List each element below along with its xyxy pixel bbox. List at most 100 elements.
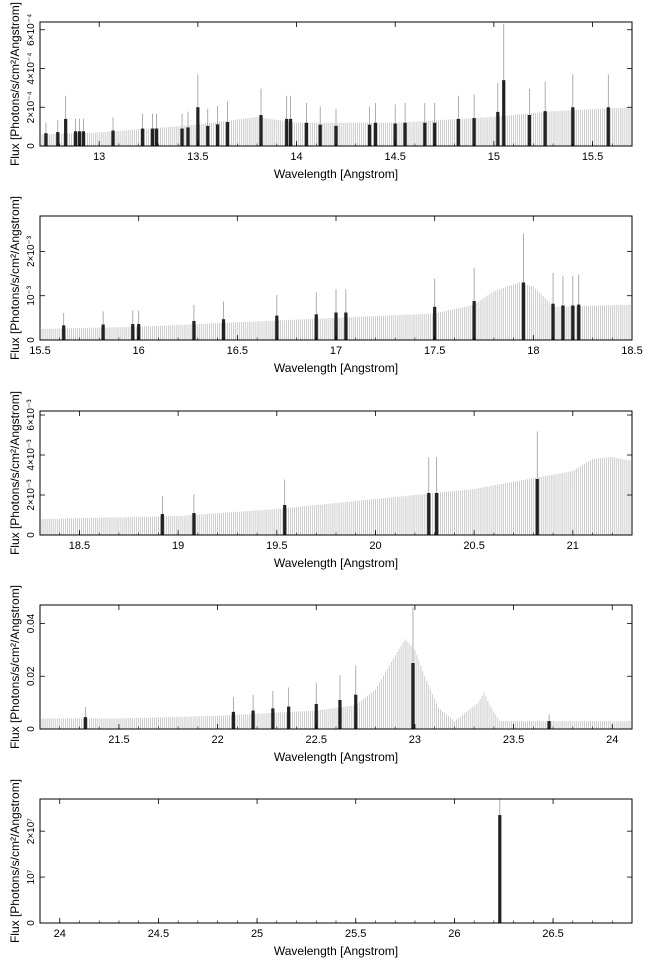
- emission-line-18: [285, 118, 289, 146]
- panel-frame: [39, 798, 633, 924]
- x-tick-label: 13: [93, 151, 105, 163]
- x-tick-label: 17: [330, 345, 342, 357]
- emission-line-21: [318, 124, 322, 146]
- emission-line-6: [314, 703, 318, 729]
- x-tick-label: 19: [172, 540, 184, 552]
- emission-line-1: [83, 717, 87, 729]
- x-tick-label: 17.5: [424, 345, 445, 357]
- x-tick-label: 15.5: [582, 151, 603, 163]
- emission-line-5: [77, 131, 82, 146]
- x-tick-label: 23: [409, 734, 421, 746]
- emission-line-1: [160, 514, 164, 535]
- y-axis-label: Flux [Photons/s/cm²/Angstrom]: [8, 585, 22, 749]
- emission-line-12: [186, 127, 190, 146]
- emission-line-2: [101, 324, 105, 340]
- spectrum-group: [498, 799, 502, 923]
- emission-line-4: [137, 324, 141, 340]
- x-tick-label: 20: [369, 540, 381, 552]
- emission-line-17: [259, 115, 263, 146]
- emission-line-2: [192, 513, 196, 535]
- emission-line-3: [283, 505, 287, 535]
- emission-line-9: [150, 128, 155, 146]
- y-tick-label: 0: [26, 726, 37, 732]
- emission-line-20: [304, 122, 308, 146]
- y-tick-label: 0: [26, 920, 37, 926]
- x-axis-label: Wavelength [Angstrom]: [274, 556, 398, 570]
- emission-line-11: [433, 306, 437, 340]
- spectrum-group: [40, 606, 631, 729]
- emission-line-32: [502, 80, 506, 146]
- x-tick-label: 18.5: [621, 345, 642, 357]
- x-axis-label: Wavelength [Angstrom]: [274, 167, 398, 181]
- y-axis-label: Flux [Photons/s/cm²/Angstrom]: [8, 2, 22, 166]
- emission-line-4: [73, 131, 78, 146]
- x-tick-label: 25: [251, 928, 263, 940]
- emission-line-14: [206, 125, 210, 146]
- emission-line-16: [571, 305, 575, 340]
- emission-line-3: [64, 118, 68, 146]
- emission-line-22: [334, 125, 338, 146]
- x-tick-label: 26.5: [542, 928, 563, 940]
- emission-line-23: [367, 124, 372, 146]
- y-axis-label: Flux [Photons/s/cm²/Angstrom]: [8, 196, 22, 360]
- emission-line-30: [472, 118, 476, 146]
- x-tick-label: 18: [527, 345, 539, 357]
- emission-line-6: [81, 131, 86, 146]
- emission-line-16: [225, 121, 230, 146]
- y-tick-label: 4×10⁻³: [26, 439, 37, 471]
- emission-line-15: [216, 124, 220, 146]
- y-tick-label: 2×10⁻³: [26, 479, 37, 511]
- emission-line-9: [411, 663, 415, 729]
- y-axis-label: Flux [Photons/s/cm²/Angstrom]: [8, 779, 22, 943]
- x-tick-label: 21.5: [108, 734, 129, 746]
- spectrum-group: [40, 431, 631, 535]
- emission-line-17: [577, 304, 581, 340]
- emission-line-5: [435, 493, 439, 535]
- continuum-bars: [40, 457, 631, 535]
- x-tick-label: 15.5: [29, 345, 50, 357]
- y-tick-label: 10⁷: [26, 869, 37, 884]
- chart-panel-5: 24 24.5 25 25.5 26 26.5 0 10⁷ 2×10⁷ Wavelength [A…: [8, 779, 633, 958]
- emission-line-2: [231, 711, 235, 729]
- y-tick-label: 0.04: [26, 613, 37, 633]
- x-tick-label: 24.5: [148, 928, 169, 940]
- x-tick-label: 21: [567, 540, 579, 552]
- y-axis-label: Flux [Photons/s/cm²/Angstrom]: [8, 391, 22, 555]
- y-tick-label: 6×10⁻⁴: [26, 14, 37, 46]
- x-tick-label: 24: [606, 734, 618, 746]
- emission-line-19: [289, 118, 293, 146]
- emission-line-1: [44, 133, 48, 146]
- x-tick-label: 16: [133, 345, 145, 357]
- emission-line-1: [62, 325, 66, 340]
- y-tick-label: 10⁻³: [26, 285, 37, 305]
- y-tick-label: 2×10⁻³: [26, 235, 37, 267]
- emission-line-2: [56, 132, 60, 146]
- x-tick-label: 26: [448, 928, 460, 940]
- y-tick-label: 2×10⁻⁴: [26, 91, 37, 123]
- emission-line-10: [154, 128, 159, 146]
- emission-line-24: [373, 122, 378, 146]
- continuum-bars: [40, 639, 631, 729]
- emission-line-4: [271, 708, 275, 729]
- x-tick-label: 20.5: [463, 540, 484, 552]
- emission-line-29: [456, 118, 460, 146]
- emission-line-27: [423, 122, 427, 146]
- x-tick-label: 14: [290, 151, 302, 163]
- chart-panel-4: 21.5 22 22.5 23 23.5 24 0 0.02 0.04 Wavelength [A…: [8, 585, 633, 764]
- emission-line-3: [251, 710, 255, 729]
- emission-line-34: [543, 111, 547, 146]
- emission-line-7: [275, 315, 279, 340]
- emission-line-3: [131, 324, 135, 340]
- x-tick-label: 16.5: [227, 345, 248, 357]
- emission-line-28: [433, 122, 437, 146]
- emission-line-12: [472, 301, 476, 340]
- emission-line-26: [403, 122, 407, 146]
- emission-line-4: [427, 493, 431, 535]
- x-tick-label: 14.5: [384, 151, 405, 163]
- chart-panel-1: 13 13.5 14 14.5 15 15.5 0 2×10⁻⁴ 4×10⁻⁴ 6×10⁻⁴ Wav…: [8, 2, 633, 181]
- emission-line-10: [344, 312, 348, 340]
- y-tick-label: 0: [26, 532, 37, 538]
- x-tick-label: 13.5: [187, 151, 208, 163]
- emission-line-9: [334, 312, 338, 340]
